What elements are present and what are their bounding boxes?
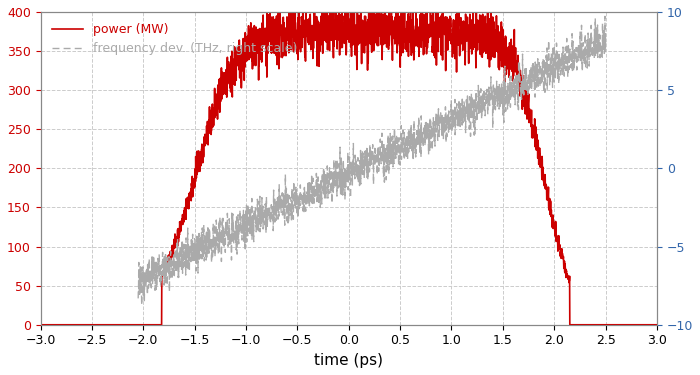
power (MW) xyxy=(640,322,649,327)
frequency dev. (THz, right scale) xyxy=(369,154,377,159)
power (MW) xyxy=(144,322,152,327)
frequency dev. (THz, right scale) xyxy=(550,43,559,48)
Legend: power (MW), frequency dev. (THz, right scale): power (MW), frequency dev. (THz, right s… xyxy=(47,18,302,60)
power (MW) xyxy=(575,322,583,327)
frequency dev. (THz, right scale) xyxy=(134,296,142,301)
frequency dev. (THz, right scale) xyxy=(137,303,146,307)
frequency dev. (THz, right scale) xyxy=(601,42,610,46)
frequency dev. (THz, right scale) xyxy=(482,94,491,99)
X-axis label: time (ps): time (ps) xyxy=(314,353,384,368)
power (MW) xyxy=(36,322,45,327)
Line: power (MW): power (MW) xyxy=(41,0,657,325)
power (MW) xyxy=(300,29,308,33)
frequency dev. (THz, right scale) xyxy=(332,169,340,174)
frequency dev. (THz, right scale) xyxy=(251,206,260,210)
power (MW) xyxy=(653,322,662,327)
frequency dev. (THz, right scale) xyxy=(449,122,458,127)
power (MW) xyxy=(106,322,115,327)
power (MW) xyxy=(273,47,281,52)
Line: frequency dev. (THz, right scale): frequency dev. (THz, right scale) xyxy=(138,16,606,305)
frequency dev. (THz, right scale) xyxy=(601,14,609,19)
